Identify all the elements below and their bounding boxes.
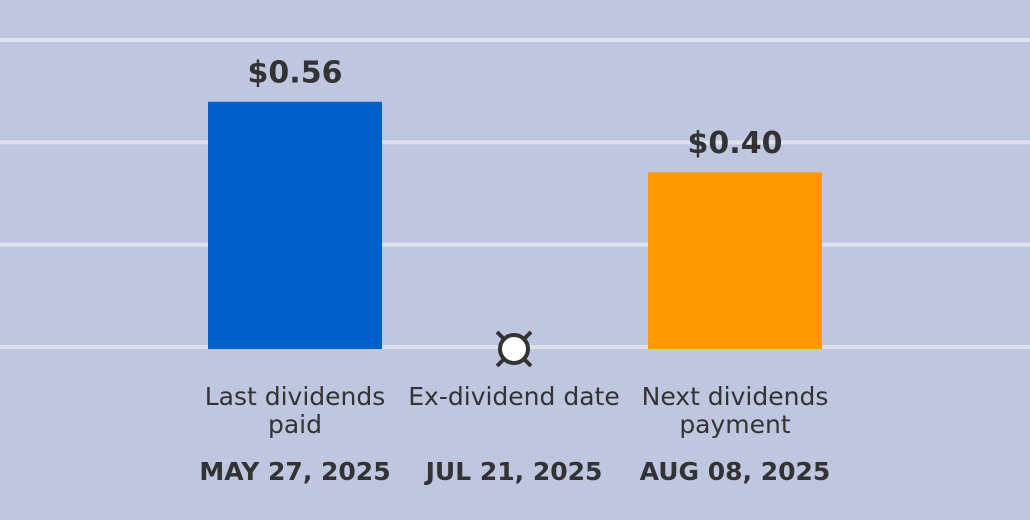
date-label: MAY 27, 2025 <box>199 457 391 486</box>
date-label: JUL 21, 2025 <box>425 457 603 486</box>
bar <box>648 172 822 349</box>
category-label: Next dividends payment <box>641 382 829 439</box>
ex-dividend-marker <box>495 330 533 368</box>
category-label: Last dividends paid <box>204 382 386 439</box>
marker-circle <box>498 333 530 365</box>
category-label: Ex-dividend date <box>408 382 620 411</box>
value-label: $0.56 <box>248 55 343 90</box>
bar <box>208 101 382 349</box>
value-label: $0.40 <box>688 126 783 161</box>
date-label: AUG 08, 2025 <box>639 457 831 486</box>
